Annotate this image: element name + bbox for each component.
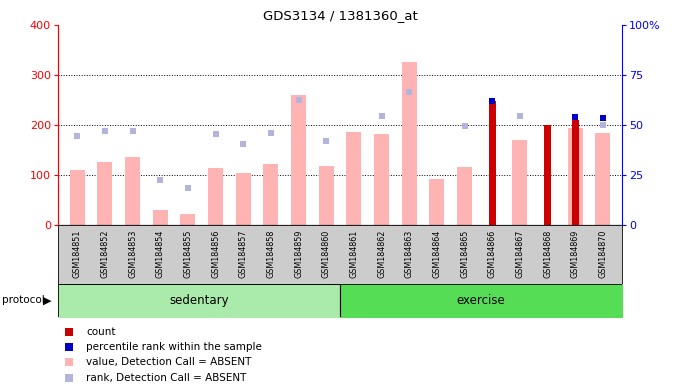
Text: GSM184862: GSM184862 xyxy=(377,229,386,278)
Bar xyxy=(489,101,496,225)
Text: GSM184869: GSM184869 xyxy=(571,229,579,278)
Bar xyxy=(568,128,583,225)
Text: GSM184857: GSM184857 xyxy=(239,229,248,278)
Bar xyxy=(263,164,278,225)
Text: protocol: protocol xyxy=(2,295,45,306)
Bar xyxy=(235,173,251,225)
Bar xyxy=(512,140,528,225)
Text: GSM184852: GSM184852 xyxy=(101,229,109,278)
Bar xyxy=(572,120,579,225)
Bar xyxy=(97,162,112,225)
Text: GSM184866: GSM184866 xyxy=(488,229,496,278)
Bar xyxy=(374,134,389,225)
Text: ▶: ▶ xyxy=(43,295,52,306)
Title: GDS3134 / 1381360_at: GDS3134 / 1381360_at xyxy=(262,9,418,22)
Text: GSM184867: GSM184867 xyxy=(515,229,524,278)
Bar xyxy=(291,95,306,225)
Bar xyxy=(457,167,472,225)
Bar xyxy=(318,166,334,225)
Bar xyxy=(125,157,140,225)
Bar xyxy=(208,168,223,225)
Text: exercise: exercise xyxy=(457,294,505,307)
Text: GSM184863: GSM184863 xyxy=(405,229,413,278)
Text: sedentary: sedentary xyxy=(169,294,228,307)
Text: GSM184870: GSM184870 xyxy=(598,229,607,278)
Text: GSM184868: GSM184868 xyxy=(543,229,552,278)
Bar xyxy=(402,63,417,225)
Text: GSM184854: GSM184854 xyxy=(156,229,165,278)
Bar xyxy=(69,170,85,225)
Text: GSM184858: GSM184858 xyxy=(267,229,275,278)
Text: GSM184860: GSM184860 xyxy=(322,229,330,278)
Text: GSM184859: GSM184859 xyxy=(294,229,303,278)
Text: GSM184855: GSM184855 xyxy=(184,229,192,278)
Bar xyxy=(180,214,195,225)
Text: GSM184864: GSM184864 xyxy=(432,229,441,278)
Text: rank, Detection Call = ABSENT: rank, Detection Call = ABSENT xyxy=(86,372,246,383)
Text: GSM184861: GSM184861 xyxy=(350,229,358,278)
Text: GSM184851: GSM184851 xyxy=(73,229,82,278)
Text: GSM184856: GSM184856 xyxy=(211,229,220,278)
Bar xyxy=(544,125,551,225)
Bar xyxy=(595,133,611,225)
Bar xyxy=(152,210,168,225)
Text: GSM184865: GSM184865 xyxy=(460,229,469,278)
Text: value, Detection Call = ABSENT: value, Detection Call = ABSENT xyxy=(86,358,252,367)
Text: GSM184853: GSM184853 xyxy=(128,229,137,278)
Bar xyxy=(429,179,445,225)
Bar xyxy=(346,132,362,225)
Text: count: count xyxy=(86,327,116,337)
Text: percentile rank within the sample: percentile rank within the sample xyxy=(86,342,262,352)
